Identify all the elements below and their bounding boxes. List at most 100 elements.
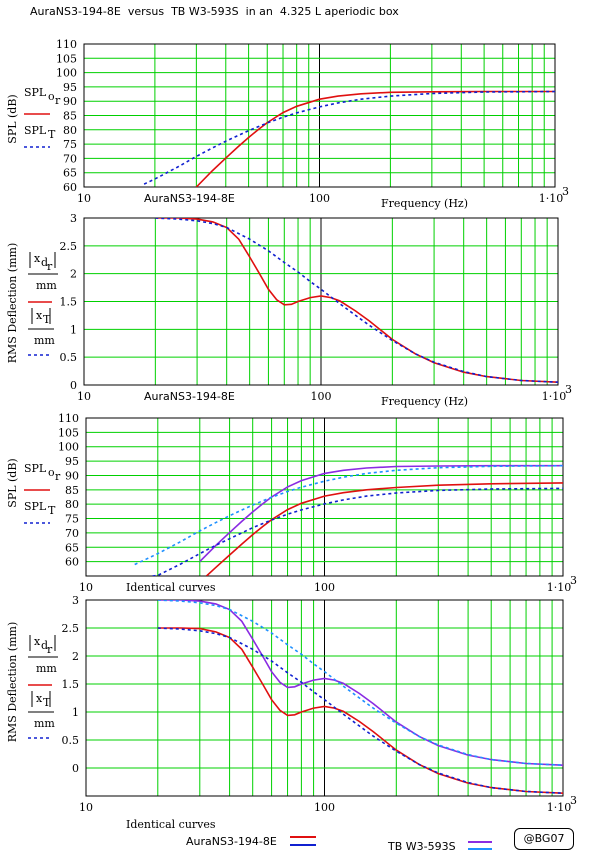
legend-label: SPL [24,500,47,513]
y-tick-label: 90 [65,469,79,482]
plot-frame [85,417,564,577]
series-line-red [155,218,558,383]
y-tick-label: 100 [56,67,77,80]
x-tick-exponent: 3 [562,185,569,198]
y-tick-label: 95 [65,455,79,468]
legend-unit: mm [34,334,55,347]
series-line-red [205,482,563,576]
y-tick-label: 2.5 [62,622,80,635]
panel-caption: Identical curves [126,581,216,594]
plot-frame [83,217,559,386]
legend-unit: mm [36,279,57,292]
y-tick-label: 0 [70,379,77,392]
legend-subscript: r [47,260,53,273]
y-tick-label: 85 [63,110,77,123]
panel-caption: AuraNS3-194-8E [144,390,235,403]
y-tick-label: 1 [72,706,79,719]
x-tick-label: 1·10 [547,581,572,594]
y-tick-label: 0.5 [60,351,78,364]
x-tick-label: 1·10 [542,390,567,403]
x-tick-label: 100 [314,801,335,814]
y-axis-label: RMS Deflection (mm) [6,622,19,743]
figure-title: AuraNS3-194-8E versus TB W3-593S in an 4… [30,5,399,18]
y-tick-label: 3 [72,594,79,607]
y-tick-label: 2 [72,650,79,663]
x-tick-label: 1·10 [547,801,572,814]
legend-symbol: x [34,635,41,648]
legend-subscript: o [48,90,55,103]
y-tick-label: 75 [63,138,77,151]
y-tick-label: 0.5 [62,734,80,747]
y-tick-label: 2 [70,268,77,281]
y-axis-label: SPL (dB) [6,94,19,143]
y-axis-label: RMS Deflection (mm) [6,243,19,364]
y-tick-label: 2.5 [60,240,78,253]
legend-label-aura: AuraNS3-194-8E [186,835,277,848]
x-tick-exponent: 3 [570,794,577,807]
x-tick-label: 100 [309,192,330,205]
legend-unit: mm [36,662,57,675]
y-tick-label: 65 [65,541,79,554]
x-tick-label: 10 [77,192,91,205]
y-tick-label: 75 [65,513,79,526]
y-tick-label: 80 [63,124,77,137]
y-tick-label: 110 [56,38,77,51]
y-tick-label: 70 [65,527,79,540]
y-tick-label: 0 [72,762,79,775]
y-tick-label: 1 [70,323,77,336]
plot-frame [85,599,564,797]
legend-subscript: T [43,313,51,326]
legend-symbol: x [36,309,43,322]
x-tick-label: 10 [79,581,93,594]
plot-frame [83,43,556,188]
legend-symbol: x [34,252,41,265]
legend-subscript: r [55,94,61,107]
x-tick-label: 100 [314,581,335,594]
legend-label: SPL [24,462,47,475]
bottom-legend: AuraNS3-194-8E TB W3-593S [186,835,492,853]
legend-symbol: x [36,692,43,705]
x-tick-label: 10 [79,801,93,814]
series-line-lightblue [134,464,563,566]
legend-subscript: r [47,643,53,656]
x-axis-label: Frequency (Hz) [381,197,468,210]
legend-unit: mm [34,717,55,730]
y-tick-label: 95 [63,81,77,94]
series-line-blue [157,627,563,794]
y-tick-label: 90 [63,95,77,108]
series-line-violet [199,464,563,563]
y-tick-label: 70 [63,152,77,165]
legend-subscript: T [48,128,56,141]
legend-subscript: r [55,470,61,483]
y-tick-label: 110 [58,412,79,425]
legend-subscript: T [48,504,56,517]
y-axis-label: SPL (dB) [6,458,19,507]
y-tick-label: 3 [70,212,77,225]
x-tick-label: 100 [311,390,332,403]
y-tick-label: 65 [63,167,77,180]
series-line-red [195,90,555,187]
legend-label-tb: TB W3-593S [387,840,456,853]
legend-label: SPL [24,124,47,137]
x-tick-label: 10 [77,390,91,403]
y-tick-label: 60 [65,556,79,569]
y-tick-label: 105 [58,426,79,439]
legend-subscript: o [48,466,55,479]
series-line-blue [143,90,555,185]
panel-caption: AuraNS3-194-8E [144,192,235,205]
panel-caption: Identical curves [126,818,216,831]
series-line-blue [155,218,558,383]
x-axis-label: Frequency (Hz) [381,395,468,408]
legend-subscript: T [43,696,51,709]
x-tick-exponent: 3 [565,383,572,396]
y-tick-label: 85 [65,484,79,497]
author-badge: @BG07 [514,828,574,850]
series-line-blue [152,487,563,576]
y-tick-label: 60 [63,181,77,194]
x-tick-exponent: 3 [570,574,577,587]
y-tick-label: 105 [56,52,77,65]
